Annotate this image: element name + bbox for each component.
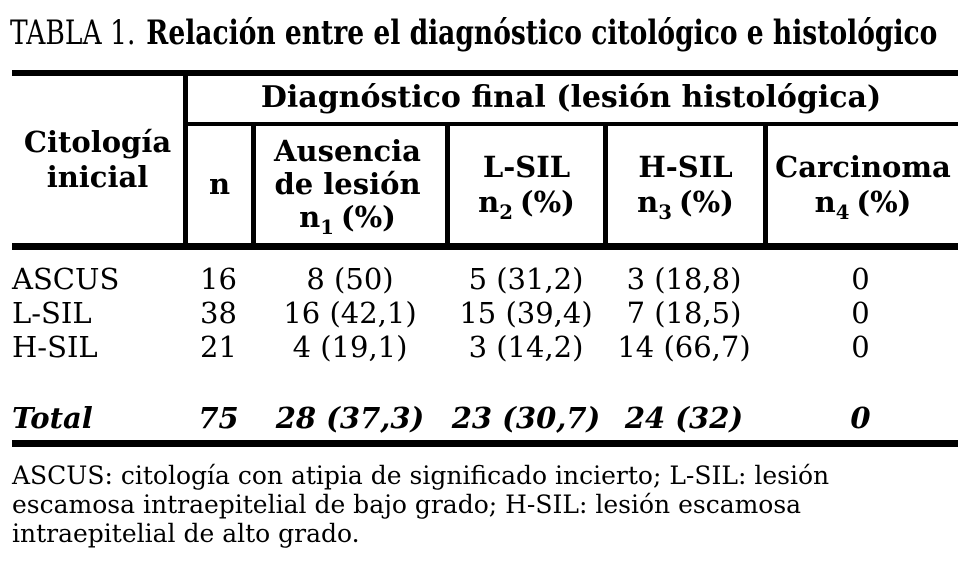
total-label: Total <box>12 401 93 435</box>
table-title-text: Relación entre el diagnóstico citológico… <box>146 13 938 53</box>
n-subscript: 2 <box>499 199 513 224</box>
header-ausencia-line2: de lesión <box>274 167 421 201</box>
footnote-line: escamosa intraepitelial de bajo grado; H… <box>12 490 802 519</box>
table-rule-under-header <box>12 243 958 250</box>
row-label: H-SIL <box>12 330 98 364</box>
table-footnote: ASCUS: citología con atipia de significa… <box>12 461 952 548</box>
cell-ausencia: 4 (19,1) <box>292 330 408 364</box>
cell-carcinoma: 0 <box>851 262 870 296</box>
n-subscript: 4 <box>835 199 850 224</box>
n-subscript: 1 <box>320 214 334 239</box>
header-diagnostico-final-text: Diagnóstico final (lesión histológica) <box>260 79 882 115</box>
row-label: L-SIL <box>12 296 92 330</box>
pct-symbol: (%) <box>678 184 734 219</box>
row-label: ASCUS <box>12 262 120 296</box>
header-lsil: L-SIL n2 (%) <box>450 126 603 243</box>
total-row: Total 75 28 (37,3) 23 (30,7) 24 (32) 0 <box>12 401 958 435</box>
cell-hsil: 14 (66,7) <box>617 330 751 364</box>
cell-ausencia: 8 (50) <box>306 262 394 296</box>
header-citologia-inicial: Citología inicial <box>12 76 183 243</box>
header-citologia-line1: Citología <box>23 124 172 159</box>
total-ausencia: 28 (37,3) <box>275 401 425 435</box>
table-rule-bottom <box>12 440 958 447</box>
header-hsil-nsub: n3 (%) <box>637 184 734 224</box>
cell-hsil: 3 (18,8) <box>626 262 742 296</box>
header-n-text: n <box>208 167 231 201</box>
column-divider-1 <box>183 70 188 250</box>
header-citologia-line2: inicial <box>46 159 149 194</box>
table-body: ASCUS 16 8 (50) 5 (31,2) 3 (18,8) 0 L-SI… <box>12 262 958 364</box>
column-divider-5 <box>763 126 768 250</box>
header-hsil: H-SIL n3 (%) <box>608 126 763 243</box>
header-carcinoma-nsub: n4 (%) <box>814 184 912 224</box>
footnote-line: intraepitelial de alto grado. <box>12 519 360 548</box>
n-symbol: n <box>299 200 321 234</box>
n-symbol: n <box>814 184 836 219</box>
cell-carcinoma: 0 <box>851 296 870 330</box>
pct-symbol: (%) <box>340 200 396 234</box>
total-n: 75 <box>198 401 239 435</box>
header-ausencia-nsub: n1 (%) <box>299 200 396 237</box>
header-lsil-nsub: n2 (%) <box>478 184 575 224</box>
cell-n: 38 <box>200 296 237 330</box>
column-divider-4 <box>603 126 608 250</box>
table-title: TABLA 1. Relación entre el diagnóstico ci… <box>10 10 937 56</box>
n-symbol: n <box>637 184 659 219</box>
n-subscript: 3 <box>658 199 672 224</box>
table-row: ASCUS 16 8 (50) 5 (31,2) 3 (18,8) 0 <box>12 262 958 296</box>
footnote-line: ASCUS: citología con atipia de significa… <box>12 461 830 490</box>
column-divider-3 <box>445 126 450 250</box>
header-ausencia: Ausencia de lesión n1 (%) <box>250 126 445 243</box>
total-carcinoma: 0 <box>850 401 871 435</box>
n-symbol: n <box>478 184 500 219</box>
table-rule-under-span-header <box>184 122 958 126</box>
header-lsil-line1: L-SIL <box>482 149 571 184</box>
header-diagnostico-final: Diagnóstico final (lesión histológica) <box>184 74 958 120</box>
header-hsil-line1: H-SIL <box>638 149 733 184</box>
cell-hsil: 7 (18,5) <box>626 296 742 330</box>
header-carcinoma: Carcinoma n4 (%) <box>768 126 958 243</box>
table-title-label: TABLA 1. <box>10 13 136 53</box>
table-row: L-SIL 38 16 (42,1) 15 (39,4) 7 (18,5) 0 <box>12 296 958 330</box>
header-ausencia-line1: Ausencia <box>274 134 421 168</box>
cell-carcinoma: 0 <box>851 330 870 364</box>
table-rule-top <box>12 70 958 76</box>
pct-symbol: (%) <box>856 184 912 219</box>
cell-lsil: 3 (14,2) <box>468 330 584 364</box>
cell-lsil: 15 (39,4) <box>459 296 593 330</box>
header-n: n <box>188 126 251 243</box>
header-carcinoma-line1: Carcinoma <box>775 149 951 184</box>
cell-lsil: 5 (31,2) <box>468 262 584 296</box>
pct-symbol: (%) <box>519 184 575 219</box>
cell-ausencia: 16 (42,1) <box>283 296 417 330</box>
table-row: H-SIL 21 4 (19,1) 3 (14,2) 14 (66,7) 0 <box>12 330 958 364</box>
column-divider-2 <box>251 126 256 250</box>
cell-n: 16 <box>200 262 237 296</box>
total-hsil: 24 (32) <box>624 401 744 435</box>
cell-n: 21 <box>200 330 237 364</box>
total-lsil: 23 (30,7) <box>451 401 601 435</box>
